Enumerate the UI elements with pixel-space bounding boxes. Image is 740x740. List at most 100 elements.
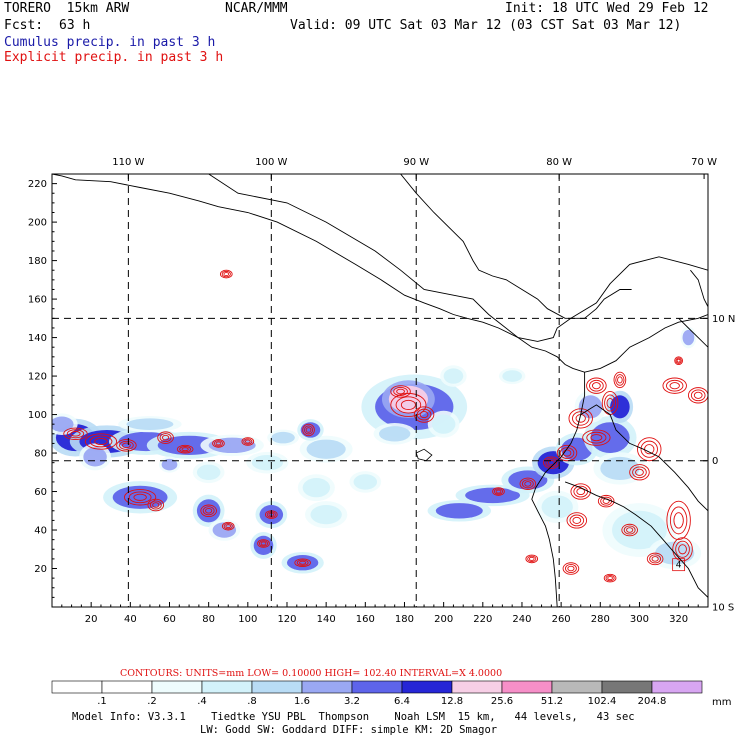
explicit-contour: [597, 494, 615, 508]
legend-swatch: [351, 680, 403, 694]
explicit-contour: [416, 408, 432, 421]
explicit-contour: [567, 565, 575, 572]
coastline: [580, 404, 708, 512]
explicit-contour: [687, 387, 708, 404]
explicit-contour: [600, 496, 613, 506]
explicit-contour: [613, 371, 627, 389]
longitude-label: 80 W: [546, 157, 572, 168]
explicit-contour: [644, 444, 655, 455]
explicit-contour: [176, 444, 194, 454]
explicit-contour: [400, 399, 416, 411]
explicit-contour: [605, 574, 615, 582]
y-tick-label: 60: [34, 487, 47, 498]
valid-time: Valid: 09 UTC Sat 03 Mar 12 (03 CST Sat …: [290, 18, 682, 33]
explicit-contour: [243, 438, 253, 445]
cumulus-cell: [443, 368, 464, 384]
explicit-contour: [621, 523, 638, 537]
explicit-contour: [305, 427, 312, 433]
explicit-contour: [604, 394, 617, 412]
explicit-contour: [395, 396, 422, 414]
y-tick-label: 160: [28, 295, 47, 306]
explicit-contour: [525, 554, 539, 564]
explicit-contour: [673, 512, 684, 529]
explicit-precip-title: Explicit precip. in past 3 h: [4, 50, 224, 65]
y-tick-label: 20: [34, 564, 47, 575]
explicit-contour: [393, 386, 408, 396]
cumulus-cell: [251, 454, 284, 471]
x-tick-label: 180: [395, 614, 414, 625]
explicit-contour: [556, 444, 578, 462]
explicit-contour: [257, 539, 270, 548]
cumulus-cell: [435, 503, 483, 519]
explicit-contour: [303, 425, 314, 435]
cumulus-cell: [431, 414, 456, 434]
legend-tick-label: 12.8: [441, 696, 463, 707]
legend-tick-label: 102.4: [588, 696, 617, 707]
cumulus-cell: [302, 478, 331, 498]
explicit-contour: [524, 481, 532, 487]
explicit-contour: [260, 541, 267, 546]
legend-tick-label: 6.4: [394, 696, 410, 707]
model-info-line2: LW: Godd SW: Goddard DIFF: simple KM: 2D…: [200, 724, 498, 736]
coastline: [564, 481, 708, 598]
legend-tick-label: .8: [247, 696, 257, 707]
cumulus-cell: [196, 499, 221, 523]
y-tick-label: 100: [28, 410, 47, 421]
longitude-label: 100 W: [255, 157, 287, 168]
cumulus-cell: [83, 447, 107, 467]
explicit-contour: [607, 576, 613, 581]
explicit-contour: [637, 437, 662, 462]
y-tick-label: 80: [34, 449, 47, 460]
legend-tick-label: 51.2: [541, 696, 563, 707]
explicit-contour: [147, 498, 165, 512]
explicit-contour: [128, 491, 152, 504]
coastline: [531, 372, 586, 607]
explicit-contour: [562, 562, 580, 575]
explicit-contour: [124, 489, 157, 506]
explicit-contour: [617, 376, 623, 384]
explicit-contour: [63, 427, 88, 441]
explicit-contour: [651, 556, 659, 562]
cumulus-cell: [161, 458, 178, 471]
cumulus-cell: [541, 495, 573, 519]
explicit-contour: [223, 272, 230, 277]
explicit-contour: [666, 379, 684, 392]
center-name: NCAR/MMM: [225, 1, 288, 16]
explicit-contour: [674, 356, 683, 365]
cumulus-cell: [682, 329, 695, 346]
explicit-contour: [122, 442, 131, 449]
explicit-contour: [615, 374, 625, 386]
plot-frame: [51, 173, 709, 608]
x-tick-label: 220: [473, 614, 492, 625]
explicit-contour: [299, 560, 307, 565]
explicit-contour: [495, 489, 502, 494]
legend-swatch: [151, 680, 203, 694]
coastline: [400, 174, 632, 319]
model-info-line1: Model Info: V3.3.1 Tiedtke YSU PBL Thomp…: [72, 711, 635, 723]
explicit-contour: [152, 502, 160, 508]
x-tick-label: 60: [163, 614, 176, 625]
legend-swatch: [51, 680, 103, 694]
explicit-contour: [582, 429, 611, 446]
explicit-contour: [84, 433, 118, 450]
y-tick-label: 140: [28, 333, 47, 344]
legend-swatch: [101, 680, 153, 694]
x-tick-label: 280: [591, 614, 610, 625]
explicit-contour: [66, 429, 85, 439]
explicit-contour: [493, 488, 504, 495]
legend-swatch: [501, 680, 553, 694]
explicit-contour: [592, 382, 601, 390]
explicit-contour: [640, 440, 658, 458]
x-tick-label: 80: [202, 614, 215, 625]
explicit-contour: [562, 449, 572, 457]
explicit-contour: [572, 411, 590, 426]
explicit-contour: [413, 406, 435, 423]
explicit-contour: [586, 377, 607, 394]
explicit-contour: [419, 411, 429, 419]
explicit-contour: [200, 504, 217, 518]
explicit-contour: [662, 377, 687, 394]
explicit-contour: [492, 487, 505, 496]
x-tick-label: 240: [512, 614, 531, 625]
legend-swatch: [651, 680, 703, 694]
x-tick-label: 140: [317, 614, 336, 625]
